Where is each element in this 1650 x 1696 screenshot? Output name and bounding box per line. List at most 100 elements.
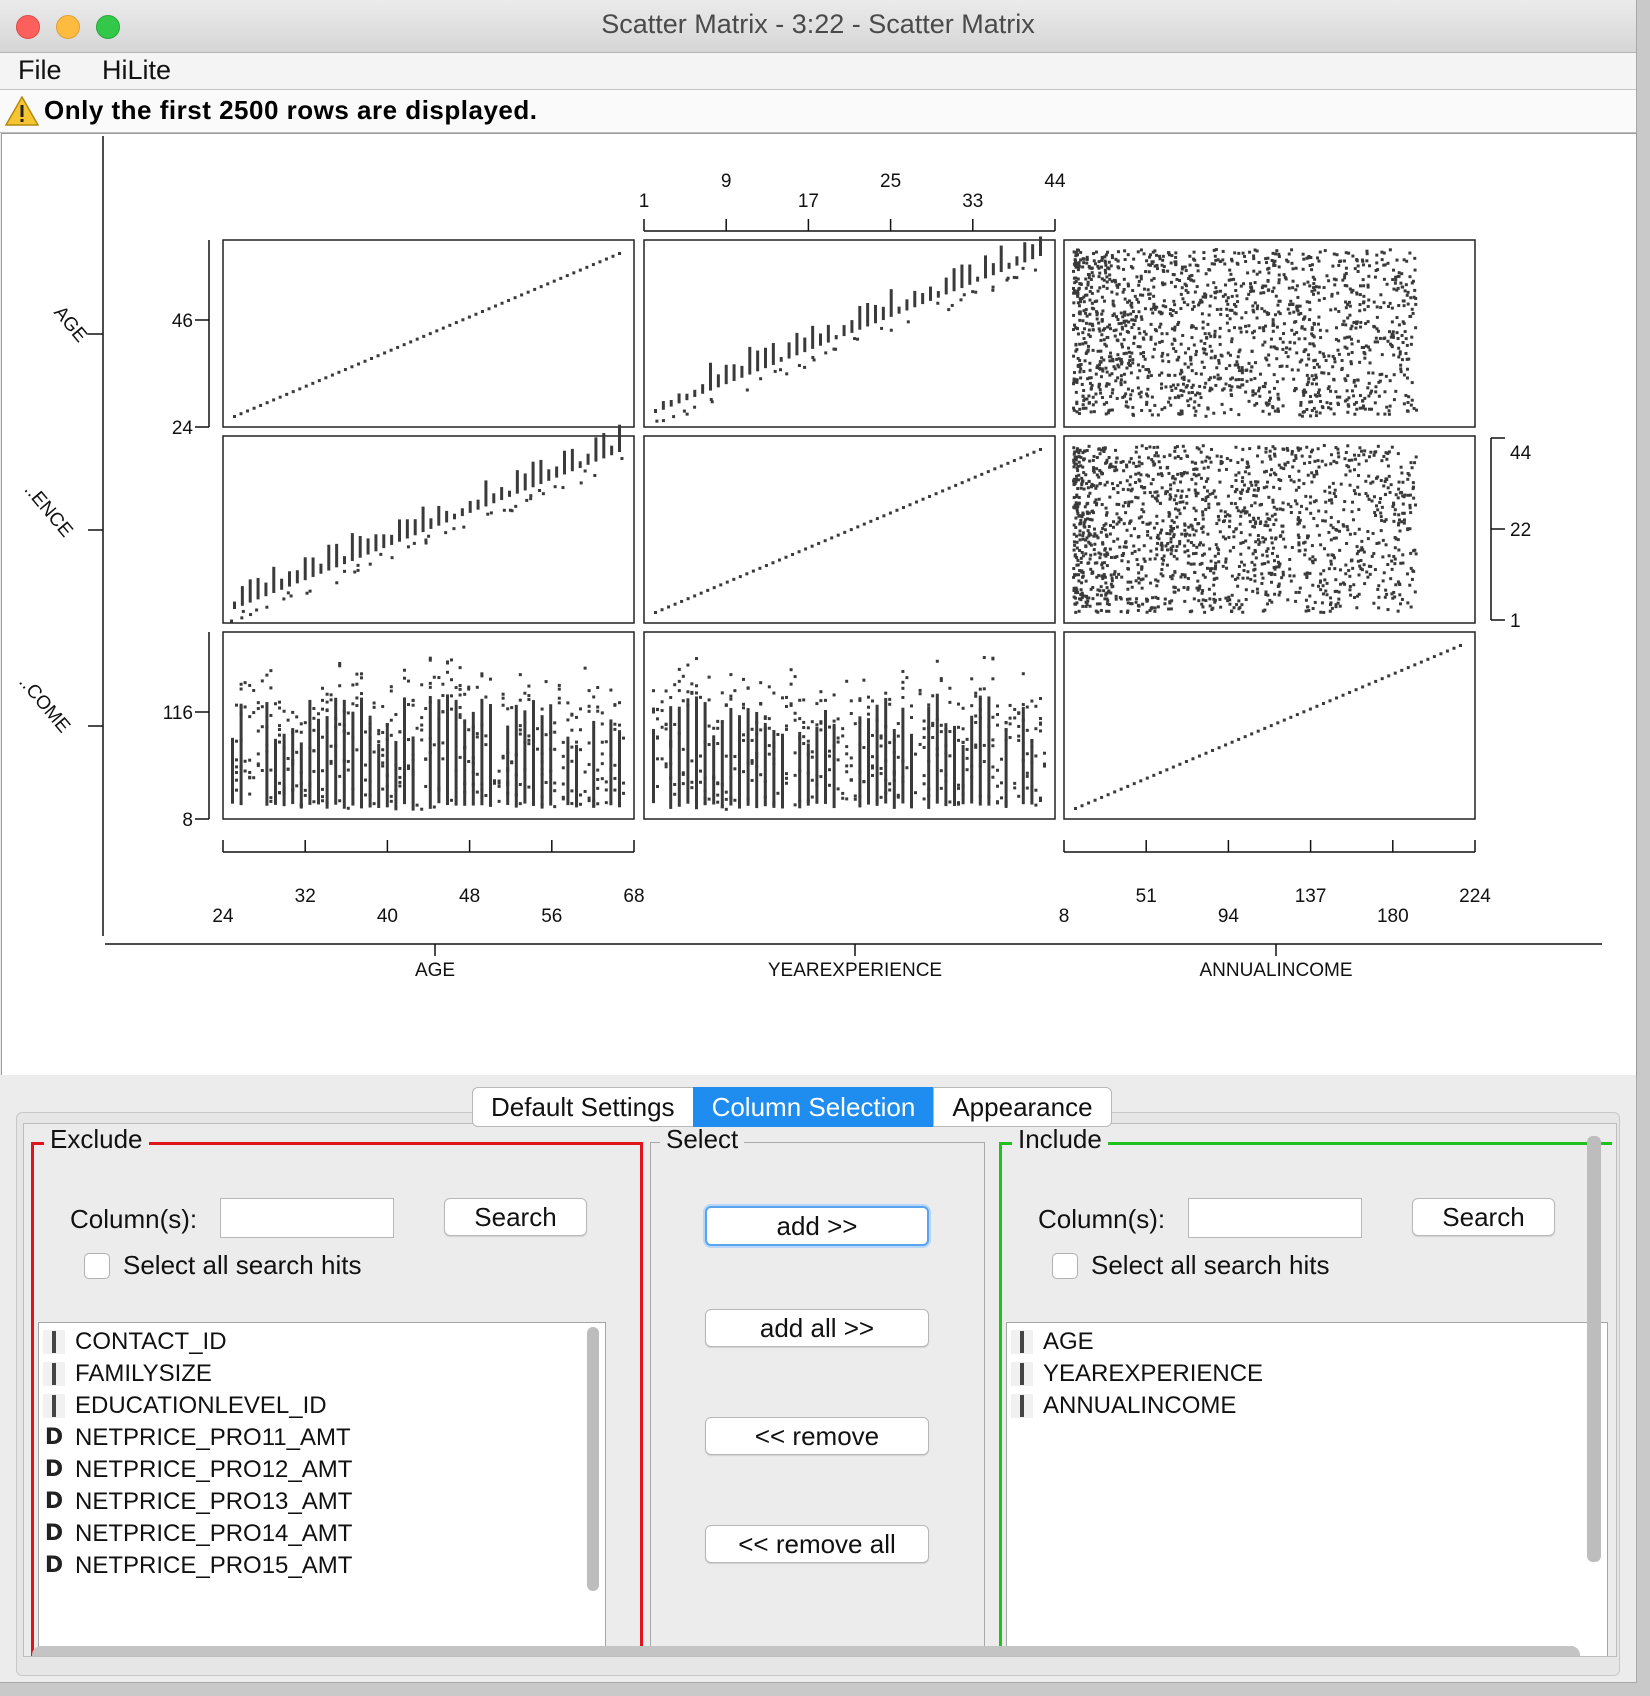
scatter-point [1192,506,1196,510]
remove-button[interactable]: << remove [705,1417,929,1455]
list-item[interactable]: D NETPRICE_PRO13_AMT [39,1487,605,1517]
scatter-point [1261,553,1265,557]
scatter-point [1146,456,1150,460]
scatter-point [1116,259,1120,263]
list-item[interactable]: YEAREXPERIENCE [1007,1359,1607,1389]
scatter-point [1355,291,1359,295]
scatter-point [1095,310,1099,314]
scatter-point [1004,727,1008,808]
scatter-point [1105,401,1109,405]
scatter-point [1095,473,1099,477]
scatter-point [1349,362,1353,366]
scatter-point [1261,326,1265,330]
scatter-point [1075,410,1079,414]
list-item[interactable]: EDUCATIONLEVEL_ID [39,1391,605,1421]
scatter-point [806,739,810,743]
scatter-point [1130,305,1134,309]
list-item[interactable]: D NETPRICE_PRO11_AMT [39,1423,605,1453]
scatter-point [1086,599,1090,603]
scatter-point [1095,593,1099,597]
scatter-point [1100,448,1104,452]
tab-default-settings[interactable]: Default Settings [472,1087,693,1127]
scatter-point [1116,250,1120,254]
scatter-point [1292,377,1296,381]
exclude-list-scrollbar[interactable] [587,1327,599,1591]
panel-horizontal-scrollbar[interactable] [32,1646,1580,1656]
scatter-point [1090,271,1094,275]
scatter-point [660,700,664,704]
scatter-point [1140,317,1144,321]
scatter-point [1375,253,1379,257]
scatter-point [1175,544,1179,548]
scatter-point [845,752,849,756]
scatter-point [407,738,410,742]
scatter-point [1305,576,1309,580]
include-search-button[interactable]: Search [1412,1198,1555,1236]
add-all-button[interactable]: add all >> [705,1309,929,1347]
scatter-point [1334,528,1338,532]
scatter-point [1097,574,1101,578]
scatter-point [610,445,614,456]
include-column-list[interactable]: AGE YEAREXPERIENCE ANNUALINCOME [1006,1322,1608,1656]
scatter-point [1296,516,1300,520]
scatter-point [1294,456,1298,460]
scatter-point [1013,707,1017,711]
scatter-point [999,464,1003,468]
scatter-point [1426,657,1430,661]
list-item[interactable]: AGE [1007,1327,1607,1357]
list-item[interactable]: D NETPRICE_PRO15_AMT [39,1551,605,1581]
scatter-point [1087,511,1091,515]
exclude-search-button[interactable]: Search [444,1198,587,1236]
scatter-point [1305,507,1309,511]
scatter-point [1389,577,1393,581]
tab-appearance[interactable]: Appearance [933,1087,1112,1127]
list-item[interactable]: D NETPRICE_PRO14_AMT [39,1519,605,1549]
close-window-button[interactable] [16,15,40,39]
scatter-matrix-plot[interactable]: AGE ..ENCE ..COME AGE YEAREXPERIENCE ANNUALIN… [1,133,1637,1076]
minimize-window-button[interactable] [56,15,80,39]
scatter-point [1075,546,1079,550]
list-item[interactable]: ANNUALINCOME [1007,1391,1607,1421]
add-button[interactable]: add >> [705,1206,929,1246]
scatter-point [303,721,307,725]
scatter-point [1194,529,1198,533]
scatter-point [875,756,879,760]
scatter-point [993,467,997,471]
exclude-search-input[interactable] [220,1198,394,1238]
scatter-point [467,728,471,732]
include-search-input[interactable] [1188,1198,1362,1238]
scatter-point [1248,520,1252,524]
scatter-point [1379,478,1383,482]
include-select-all-checkbox[interactable] [1052,1253,1078,1279]
scatter-point [1244,311,1248,315]
title-bar[interactable]: Scatter Matrix - 3:22 - Scatter Matrix [0,0,1636,53]
scatter-point [1365,249,1369,253]
scatter-point [1008,722,1012,726]
scatter-point [407,764,410,768]
scatter-point [480,672,484,676]
scatter-point [695,657,698,661]
zoom-window-button[interactable] [96,15,120,39]
list-item[interactable]: FAMILYSIZE [39,1359,605,1389]
list-item[interactable]: CONTACT_ID [39,1327,605,1357]
tab-column-selection[interactable]: Column Selection [692,1087,934,1127]
scatter-point [1168,312,1172,316]
remove-all-button[interactable]: << remove all [705,1525,929,1563]
scatter-point [381,761,385,765]
panel-vertical-scrollbar[interactable] [1587,1136,1601,1562]
scatter-point [389,689,393,693]
menu-hilite[interactable]: HiLite [102,55,172,85]
scatter-point [1075,449,1079,453]
menu-file[interactable]: File [18,55,62,85]
scatter-point [767,726,771,730]
exclude-select-all-checkbox[interactable] [84,1253,110,1279]
scatter-point [716,793,720,797]
scatter-point [1142,557,1146,561]
scatter-point [1260,562,1264,566]
scatter-point [1315,704,1319,708]
age-bottom-axis-tick-label: 68 [623,886,644,907]
scatter-point [1274,537,1278,541]
list-item[interactable]: D NETPRICE_PRO12_AMT [39,1455,605,1485]
scatter-point [1012,459,1016,463]
exclude-column-list[interactable]: CONTACT_ID FAMILYSIZE EDUCATIONLEVEL_ID D NE… [38,1322,606,1656]
